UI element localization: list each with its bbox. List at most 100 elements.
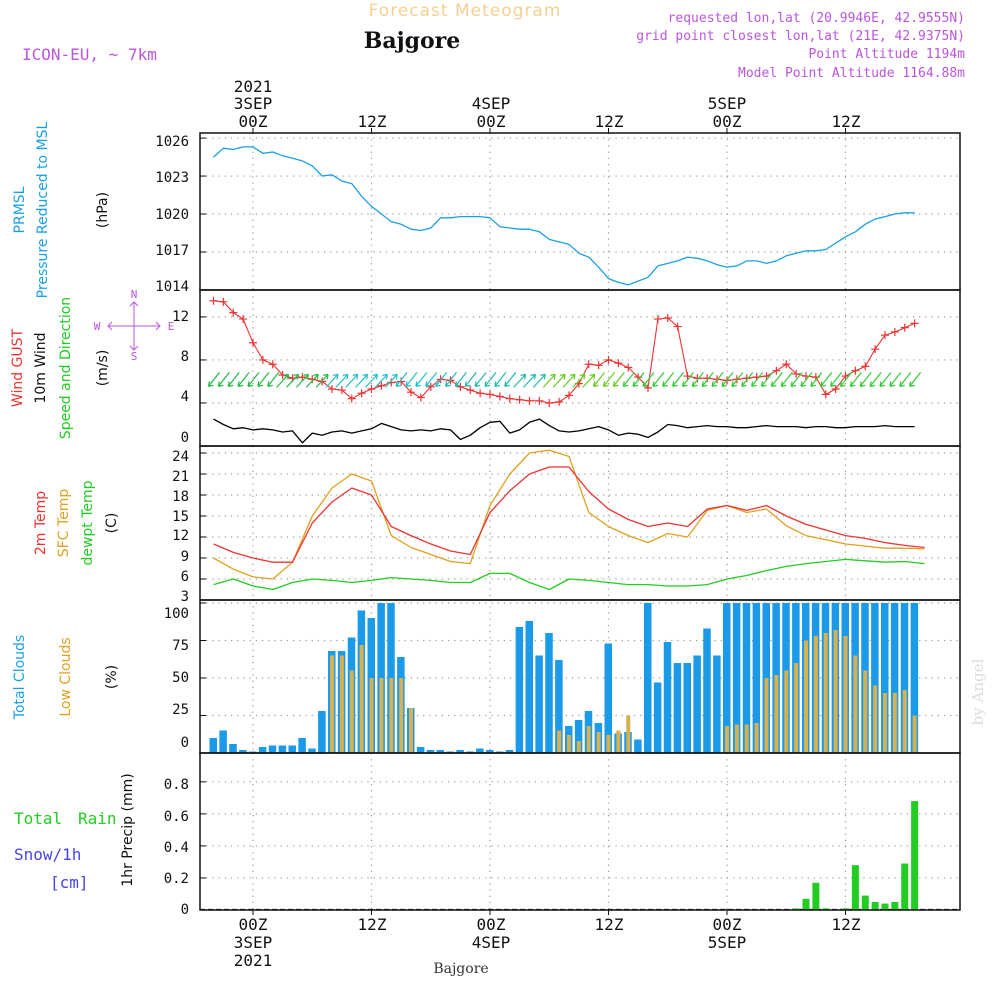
gust-marker bbox=[555, 397, 564, 406]
gust-marker bbox=[495, 392, 504, 401]
wind-direction-arrow bbox=[295, 373, 309, 388]
gust-marker bbox=[653, 315, 662, 324]
wind-direction-arrow bbox=[760, 372, 773, 387]
low-cloud-bar bbox=[339, 655, 344, 753]
wind-direction-arrow bbox=[582, 373, 596, 388]
gust-marker bbox=[742, 374, 751, 383]
total-cloud-bar bbox=[535, 655, 543, 753]
rain-bar bbox=[792, 908, 800, 910]
clouds-low-title: Low Clouds bbox=[58, 637, 74, 716]
y-tick-label: 12 bbox=[172, 528, 189, 544]
total-cloud-bar bbox=[308, 748, 316, 753]
wind-direction-arrow bbox=[276, 373, 290, 388]
wind-ticks: 0 4 8 12 bbox=[172, 309, 189, 446]
total-cloud-bar bbox=[268, 745, 277, 753]
low-cloud-bar bbox=[873, 685, 878, 753]
gust-marker bbox=[910, 319, 919, 328]
wind-direction-arrow bbox=[542, 373, 556, 388]
wind-direction-arrow bbox=[374, 373, 388, 388]
wind-direction-arrow bbox=[325, 373, 339, 388]
y-tick-label: 1023 bbox=[155, 170, 189, 186]
rain-bar bbox=[871, 901, 879, 910]
total-cloud-bar bbox=[456, 750, 464, 753]
panel-frames bbox=[199, 128, 961, 915]
gust-marker bbox=[515, 395, 524, 404]
y-tick-label: 3 bbox=[181, 589, 189, 605]
top-hour-label: 00Z bbox=[239, 112, 268, 131]
low-cloud-bar bbox=[379, 678, 384, 753]
wind-direction-arrow bbox=[741, 372, 754, 387]
precip-snow-unit: [cm] bbox=[50, 873, 89, 892]
wind-direction-arrow bbox=[355, 373, 369, 388]
y-tick-label: 100 bbox=[164, 606, 189, 622]
gust-marker bbox=[584, 360, 593, 369]
gust-marker bbox=[673, 322, 682, 331]
rain-bar bbox=[842, 908, 849, 910]
wind-direction-arrow bbox=[484, 372, 497, 387]
total-cloud-bar bbox=[486, 750, 494, 753]
wind-direction-arrow bbox=[681, 372, 694, 387]
gust-marker bbox=[851, 366, 860, 375]
rain-bar bbox=[881, 903, 889, 910]
wind-direction-arrow bbox=[820, 372, 833, 387]
compass-s: S bbox=[131, 350, 138, 363]
y-tick-label: 1017 bbox=[155, 243, 189, 259]
total-cloud-bar bbox=[644, 603, 652, 753]
clouds-total-title: Total Clouds bbox=[12, 635, 28, 720]
compass-e: E bbox=[168, 320, 175, 333]
total-cloud-bar bbox=[525, 621, 533, 753]
total-cloud-bar bbox=[209, 738, 217, 753]
panel-frame bbox=[199, 289, 961, 447]
gust-marker bbox=[219, 297, 228, 306]
bottom-hour-label: 12Z bbox=[595, 915, 624, 934]
top-hour-label: 12Z bbox=[358, 112, 387, 131]
y-tick-label: 0.6 bbox=[164, 809, 189, 825]
wind-direction-arrow bbox=[899, 372, 912, 387]
gust-marker bbox=[466, 386, 475, 395]
total-cloud-bar bbox=[505, 750, 514, 753]
bottom-hour-label: 12Z bbox=[358, 915, 387, 934]
wind-direction-arrow bbox=[444, 372, 457, 387]
total-cloud-bar bbox=[683, 663, 691, 753]
gust-marker bbox=[347, 394, 356, 403]
point-altitude: Point Altitude 1194m bbox=[808, 47, 965, 62]
total-cloud-bar bbox=[703, 628, 711, 753]
y-tick-label: 18 bbox=[172, 489, 189, 505]
pressure-line bbox=[213, 146, 915, 286]
rain-bar bbox=[851, 865, 859, 910]
wind-direction-arrow bbox=[513, 373, 527, 388]
panel-frame bbox=[199, 132, 961, 291]
requested-coords: requested lon,lat (20.9946E, 42.9555N) bbox=[668, 11, 965, 26]
wind-compass: W E N S bbox=[94, 288, 175, 363]
model-altitude: Model Point Altitude 1164.88m bbox=[738, 66, 965, 81]
total-cloud-bar bbox=[436, 750, 445, 753]
bottom-location-label: Bajgore bbox=[433, 961, 488, 977]
total-cloud-bar bbox=[604, 643, 612, 753]
total-cloud-bar bbox=[515, 627, 524, 753]
y-tick-label: 0.4 bbox=[164, 840, 189, 856]
y-tick-label: 0.2 bbox=[164, 871, 189, 887]
rain-bar bbox=[901, 863, 909, 910]
gust-line bbox=[213, 300, 915, 404]
wind-panel: Wind GUST 10m Wind Speed and Direction (… bbox=[10, 288, 960, 447]
wind-direction-arrow bbox=[286, 373, 300, 388]
gust-marker bbox=[890, 327, 899, 336]
gust-marker bbox=[377, 381, 386, 390]
y-tick-label: 4 bbox=[181, 389, 189, 405]
total-cloud-bar bbox=[900, 603, 909, 753]
total-cloud-bar bbox=[416, 747, 425, 753]
wind-direction-arrow bbox=[780, 372, 793, 387]
temp-unit: (C) bbox=[104, 513, 120, 534]
gust-marker bbox=[821, 390, 830, 399]
gust-marker bbox=[416, 393, 425, 402]
rain-bar bbox=[861, 895, 869, 910]
total-cloud-bar bbox=[871, 603, 879, 753]
wind-direction-arrow bbox=[731, 372, 744, 387]
total-cloud-bar bbox=[545, 633, 553, 753]
gust-marker bbox=[831, 384, 840, 393]
wind-direction-arrow bbox=[227, 372, 240, 387]
total-cloud-bar bbox=[229, 744, 237, 753]
total-cloud-bar bbox=[288, 745, 296, 753]
low-cloud-bar bbox=[349, 670, 354, 753]
temp-dewpt-title: dewpt Temp bbox=[80, 480, 96, 565]
